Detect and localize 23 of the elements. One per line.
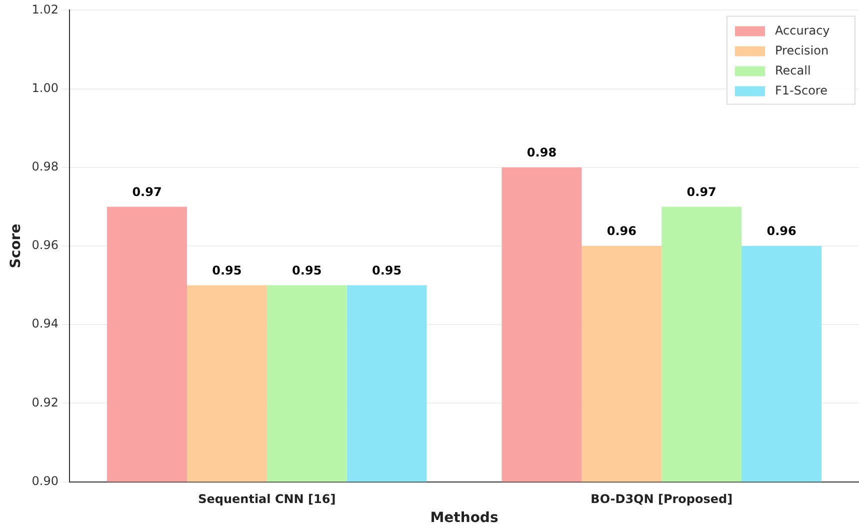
y-tick-label: 0.90: [32, 474, 59, 488]
legend-label: Accuracy: [775, 23, 830, 38]
y-tick-label: 0.98: [32, 160, 59, 174]
data-label: 0.96: [606, 224, 636, 238]
y-tick-label: 1.00: [32, 80, 59, 95]
y-tick-label: 0.92: [32, 395, 59, 410]
legend-label: Precision: [775, 43, 829, 58]
data-label: 0.97: [132, 184, 162, 199]
x-tick-label: BO-D3QN [Proposed]: [590, 492, 733, 506]
y-tick-label: 1.02: [32, 2, 59, 16]
y-tick-label: 0.96: [32, 238, 59, 252]
data-label: 0.95: [212, 263, 242, 278]
legend-label: Recall: [775, 63, 811, 78]
y-tick-label: 0.94: [32, 316, 59, 331]
x-tick-label: Sequential CNN [16]: [198, 492, 336, 506]
data-label: 0.97: [686, 184, 716, 199]
data-label: 0.96: [766, 224, 796, 238]
data-label: 0.95: [292, 263, 322, 278]
x-axis-title: Methods: [430, 510, 498, 526]
legend-label: F1-Score: [775, 83, 828, 98]
data-label: 0.98: [526, 146, 557, 160]
y-axis-title: Score: [8, 224, 24, 268]
data-label: 0.95: [372, 263, 402, 278]
